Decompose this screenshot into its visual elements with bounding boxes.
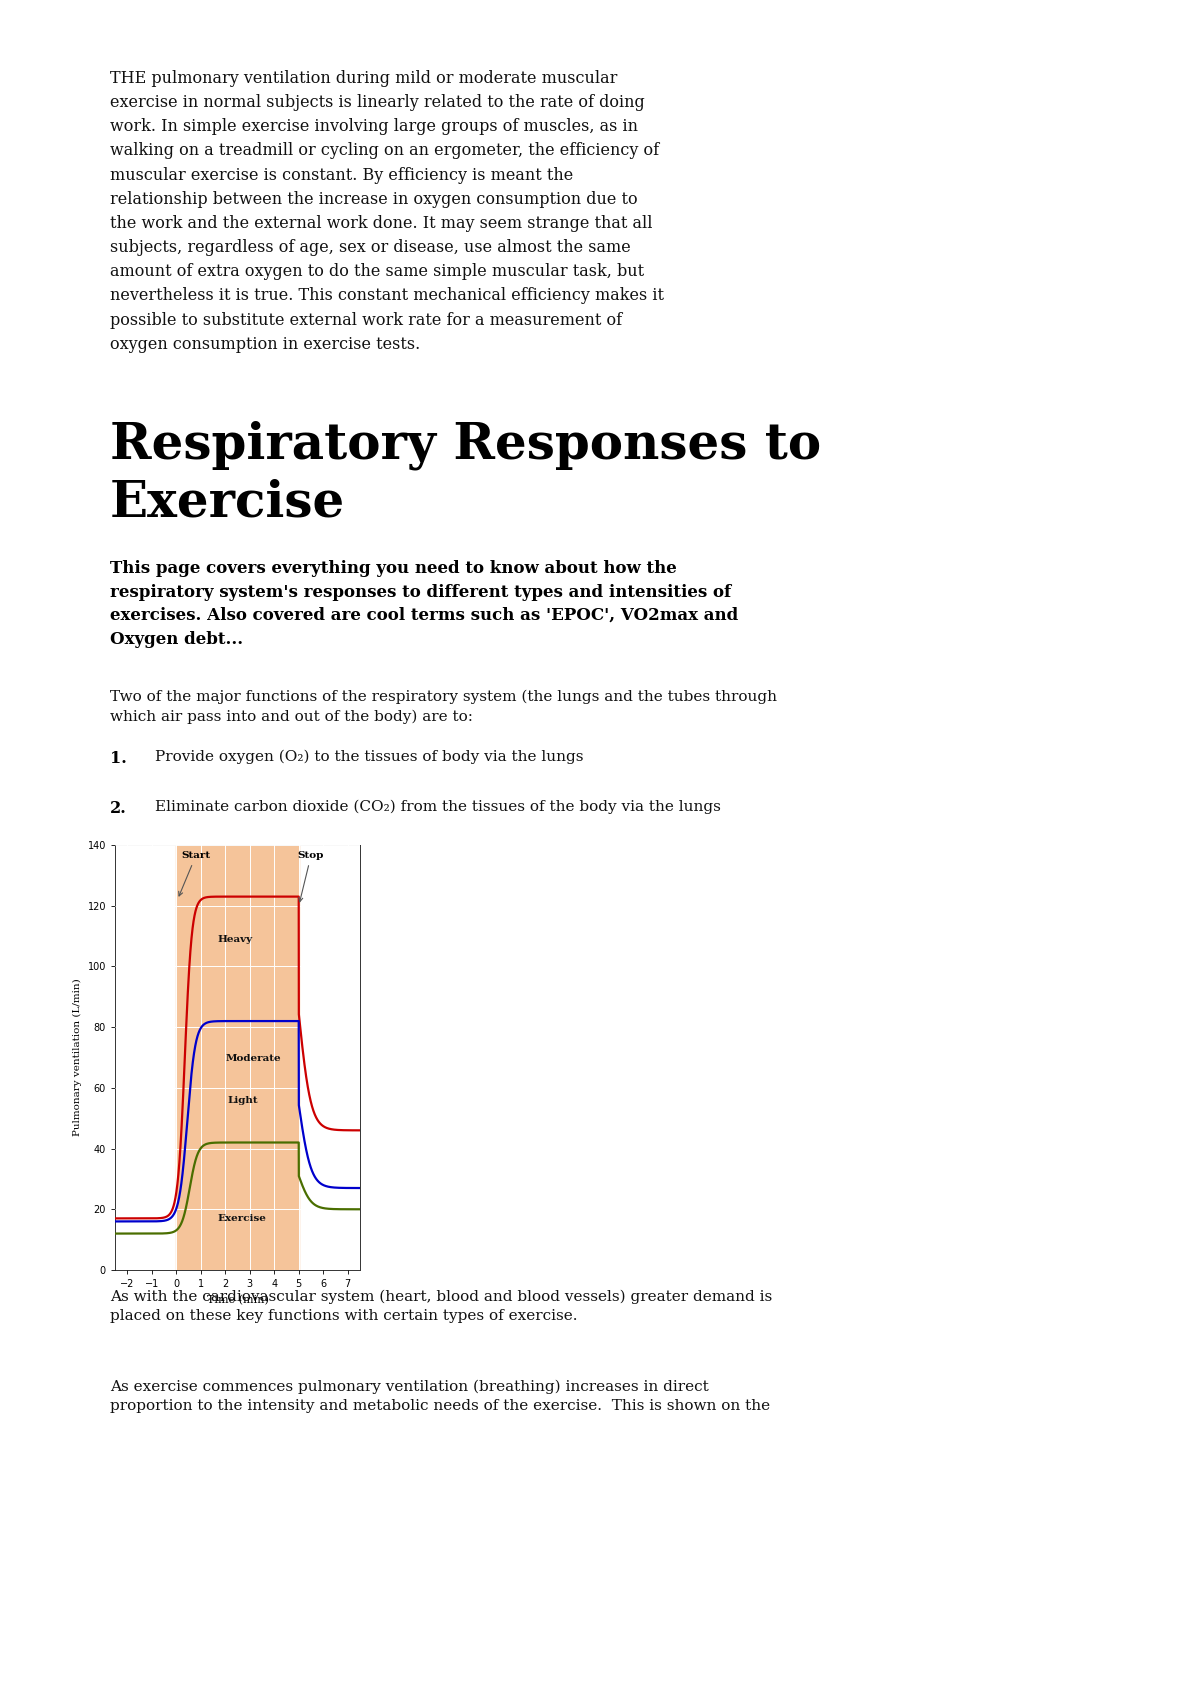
Text: Respiratory Responses to: Respiratory Responses to <box>110 419 821 470</box>
Text: Start: Start <box>179 851 210 897</box>
Text: Exercise: Exercise <box>110 479 346 526</box>
Text: Eliminate carbon dioxide (CO₂) from the tissues of the body via the lungs: Eliminate carbon dioxide (CO₂) from the … <box>155 800 721 815</box>
Bar <box>176 846 299 1270</box>
Text: Heavy: Heavy <box>218 936 253 944</box>
X-axis label: Time (min): Time (min) <box>206 1294 269 1304</box>
Text: 2.: 2. <box>110 800 127 817</box>
Text: As with the cardiovascular system (heart, blood and blood vessels) greater deman: As with the cardiovascular system (heart… <box>110 1290 773 1323</box>
Y-axis label: Pulmonary ventilation (L/min): Pulmonary ventilation (L/min) <box>73 978 82 1136</box>
Text: Exercise: Exercise <box>218 1214 266 1224</box>
Text: Stop: Stop <box>298 851 324 902</box>
Text: Moderate: Moderate <box>226 1053 281 1063</box>
Text: Provide oxygen (O₂) to the tissues of body via the lungs: Provide oxygen (O₂) to the tissues of bo… <box>155 751 583 764</box>
Text: THE pulmonary ventilation during mild or moderate muscular
exercise in normal su: THE pulmonary ventilation during mild or… <box>110 70 664 353</box>
Text: As exercise commences pulmonary ventilation (breathing) increases in direct
prop: As exercise commences pulmonary ventilat… <box>110 1380 770 1413</box>
Text: Two of the major functions of the respiratory system (the lungs and the tubes th: Two of the major functions of the respir… <box>110 689 778 723</box>
Text: 1.: 1. <box>110 751 127 767</box>
Text: Light: Light <box>228 1095 258 1105</box>
Text: This page covers everything you need to know about how the
respiratory system's : This page covers everything you need to … <box>110 560 738 647</box>
